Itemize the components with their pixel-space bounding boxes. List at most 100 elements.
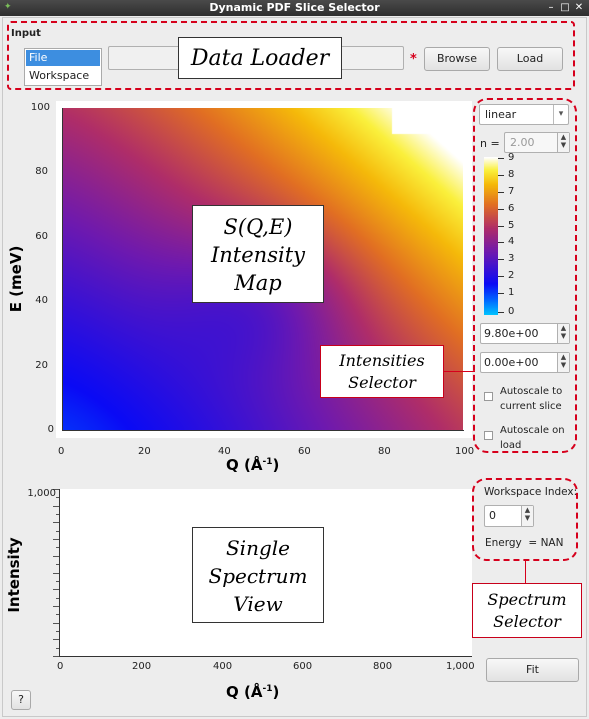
- max-intensity-value: 9.80e+00: [484, 327, 539, 340]
- n-field[interactable]: 2.00 ▲ ▼: [504, 132, 570, 153]
- maximize-icon[interactable]: □: [560, 2, 570, 13]
- spectrum-y-tick-mark: [56, 647, 59, 649]
- fit-button[interactable]: Fit: [486, 658, 579, 682]
- spectrum-y-axis-title: Intensity: [5, 537, 23, 613]
- browse-button[interactable]: Browse: [424, 47, 490, 71]
- callout-line: Selector: [348, 373, 416, 392]
- colorbar-tick-mark: [498, 293, 504, 295]
- spectrum-y-tick-mark: [56, 497, 59, 499]
- map-x-tick: 100: [455, 446, 475, 457]
- callout-line: Single: [225, 536, 290, 560]
- map-x-tick: 60: [298, 446, 311, 457]
- callout-line: Map: [234, 271, 282, 295]
- minimize-icon[interactable]: –: [548, 2, 554, 13]
- spectrum-y-tick-mark: [56, 547, 59, 549]
- colorbar-tick-mark: [498, 174, 504, 176]
- spectrum-y-tick-mark: [53, 622, 59, 624]
- help-button[interactable]: ?: [11, 690, 31, 710]
- workspace-index-field[interactable]: 0 ▲ ▼: [484, 505, 534, 527]
- load-button[interactable]: Load: [497, 47, 563, 71]
- input-group-label: Input: [11, 28, 41, 39]
- intensities-selector-highlight: [473, 98, 577, 453]
- spectrum-y-tick-mark: [53, 639, 59, 641]
- colorbar-tick: 9: [508, 152, 515, 163]
- map-y-tick: 40: [35, 295, 48, 306]
- colorbar-tick: 3: [508, 253, 515, 265]
- source-list[interactable]: File Workspace: [24, 48, 102, 86]
- colorbar-tick-mark: [498, 208, 504, 210]
- colorbar-tick-mark: [498, 225, 504, 227]
- callout-line: S(Q,E): [223, 215, 293, 239]
- scale-select[interactable]: linear ▾: [479, 104, 569, 125]
- source-item-file[interactable]: File: [26, 50, 100, 66]
- map-x-tick: 40: [218, 446, 231, 457]
- spectrum-x-tick: 0: [57, 661, 64, 672]
- callout-line: View: [233, 592, 283, 616]
- colorbar-tick: 2: [508, 270, 515, 282]
- n-spinner[interactable]: ▲ ▼: [557, 133, 569, 152]
- spectrum-y-axis-line: [59, 489, 60, 657]
- spectrum-selector-callout: Spectrum Selector: [472, 583, 582, 638]
- colorbar-tick-mark: [498, 312, 504, 313]
- callout-line: Spectrum: [208, 564, 308, 588]
- workspace-index-label: Workspace Index:: [484, 486, 578, 498]
- app-icon: ✦: [4, 2, 12, 12]
- spectrum-y-tick: 1,000: [27, 488, 56, 499]
- spectrum-x-axis-line: [59, 656, 472, 657]
- spectrum-y-tick-mark: [56, 564, 59, 566]
- colorbar-tick: 7: [508, 185, 515, 197]
- colorbar-tick: 8: [508, 168, 515, 180]
- spectrum-x-tick: 800: [373, 661, 393, 672]
- spectrum-y-tick-mark: [53, 589, 59, 591]
- workspace-index-value: 0: [489, 509, 496, 522]
- spectrum-x-tick: 1,000: [446, 661, 475, 672]
- autoscale-load-checkbox[interactable]: [484, 431, 493, 440]
- max-intensity-field[interactable]: 9.80e+00 ▲ ▼: [480, 323, 570, 344]
- intensities-selector-callout: Intensities Selector: [320, 345, 444, 398]
- title-bar: ✦ Dynamic PDF Slice Selector – □ ✕: [0, 0, 589, 16]
- map-y-tick: 20: [35, 360, 48, 371]
- callout-line: Selector: [493, 612, 561, 631]
- map-y-tick: 80: [35, 166, 48, 177]
- chevron-down-icon[interactable]: ▾: [553, 105, 568, 124]
- map-y-axis-line: [62, 108, 63, 431]
- spectrum-x-tick: 600: [293, 661, 313, 672]
- map-x-axis-title: Q (Å-1): [226, 456, 280, 474]
- window-title: Dynamic PDF Slice Selector: [209, 1, 380, 14]
- spectrum-y-tick-mark: [53, 605, 59, 607]
- spectrum-x-tick: 400: [213, 661, 233, 672]
- scale-select-value: linear: [485, 108, 517, 121]
- max-intensity-spinner[interactable]: ▲ ▼: [557, 324, 569, 343]
- n-field-value: 2.00: [510, 136, 535, 149]
- spectrum-y-tick-mark: [56, 614, 59, 616]
- min-intensity-field[interactable]: 0.00e+00 ▲ ▼: [480, 352, 570, 373]
- colorbar-tick-mark: [498, 242, 504, 244]
- workspace-index-spinner[interactable]: ▲ ▼: [521, 506, 533, 526]
- autoscale-load-label: Autoscale on load: [500, 425, 565, 451]
- map-x-tick: 0: [58, 446, 65, 457]
- colorbar-tick-mark: [498, 276, 504, 278]
- min-intensity-spinner[interactable]: ▲ ▼: [557, 353, 569, 372]
- data-loader-highlight: [7, 21, 575, 90]
- map-y-tick: 60: [35, 231, 48, 242]
- close-icon[interactable]: ✕: [574, 2, 584, 13]
- map-y-tick: 0: [47, 424, 54, 435]
- autoscale-slice-checkbox[interactable]: [484, 392, 493, 401]
- intensity-map-callout: S(Q,E) Intensity Map: [192, 205, 324, 303]
- spectrum-y-tick-mark: [56, 630, 59, 632]
- min-intensity-value: 0.00e+00: [484, 356, 539, 369]
- spectrum-x-tick: 200: [132, 661, 152, 672]
- spectrum-y-tick-mark: [56, 580, 59, 582]
- callout-leader-line: [444, 371, 475, 372]
- n-label: n =: [480, 137, 500, 150]
- callout-line: Intensities: [339, 351, 425, 370]
- energy-readout: Energy = NAN: [485, 537, 564, 549]
- colorbar-tick: 0: [508, 306, 515, 317]
- colorbar-tick: 4: [508, 236, 515, 248]
- spectrum-y-tick-mark: [53, 656, 59, 657]
- source-item-workspace[interactable]: Workspace: [29, 69, 90, 82]
- colorbar-tick: 6: [508, 202, 515, 214]
- spectrum-y-tick-mark: [56, 514, 59, 516]
- spectrum-y-tick-mark: [53, 522, 59, 524]
- callout-line: Intensity: [210, 243, 305, 267]
